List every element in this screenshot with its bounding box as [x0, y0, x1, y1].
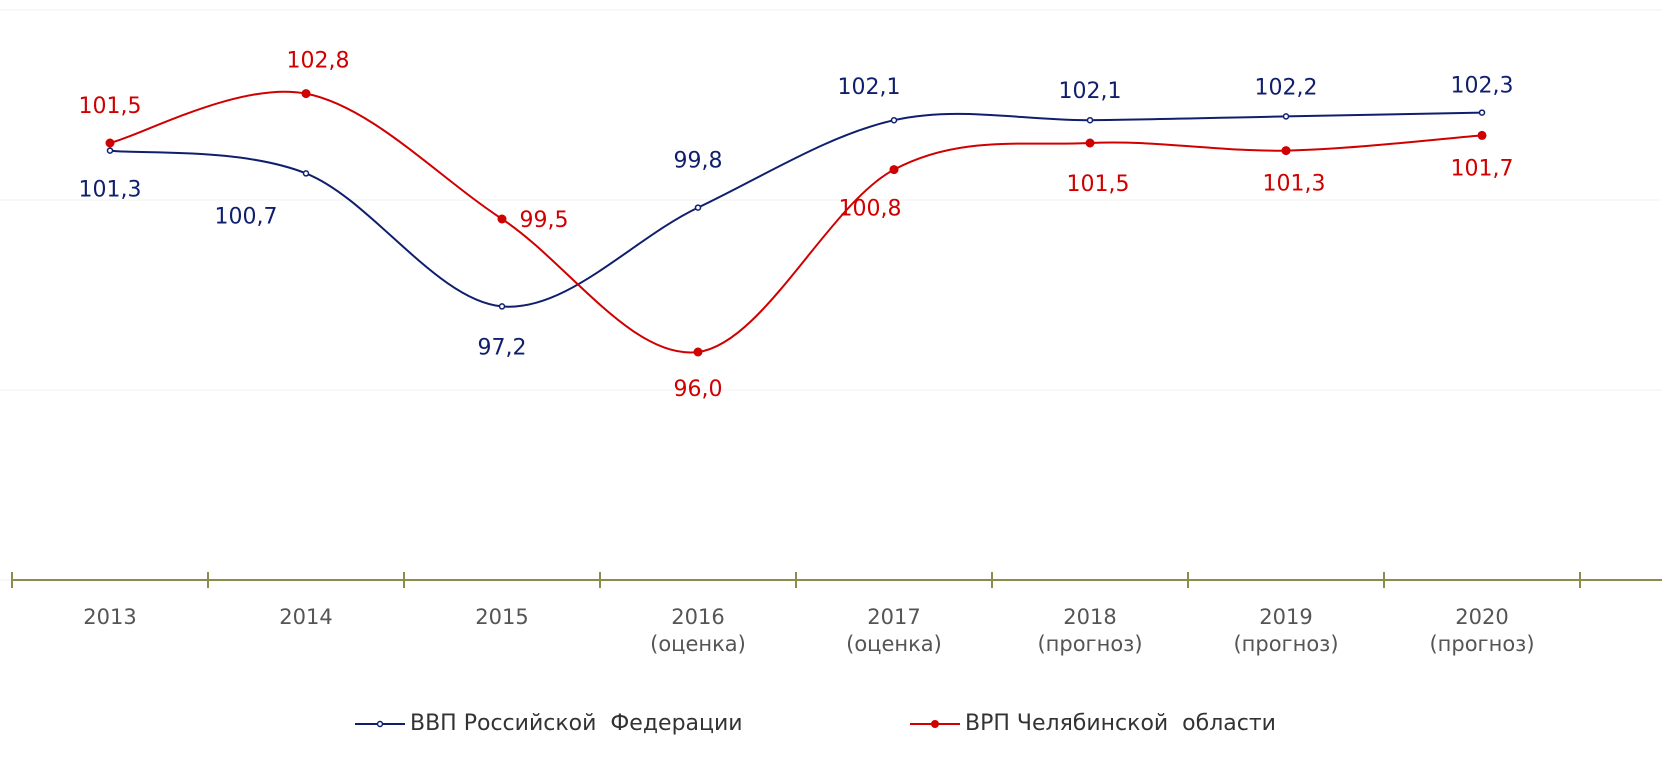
point — [302, 170, 310, 177]
data-label: 100,7 — [215, 204, 278, 229]
data-label: 102,1 — [1059, 79, 1122, 104]
point — [106, 147, 114, 154]
legend-marker — [376, 720, 384, 728]
data-label: 101,3 — [79, 178, 142, 203]
data-label: 101,5 — [1067, 172, 1130, 197]
data-label: 101,7 — [1451, 156, 1514, 181]
data-label: 102,3 — [1451, 74, 1514, 99]
point — [1282, 113, 1290, 120]
point — [889, 165, 899, 175]
data-label: 102,2 — [1255, 75, 1318, 100]
x-tick-label: 2014 — [279, 605, 333, 629]
point — [1281, 146, 1291, 156]
point — [1086, 116, 1094, 124]
point — [301, 89, 311, 99]
x-tick-label: 2016 (оценка) — [650, 605, 746, 656]
point — [1478, 109, 1486, 116]
point — [1477, 130, 1487, 140]
x-tick-label: 2020 (прогноз) — [1429, 605, 1535, 656]
point — [1085, 138, 1095, 148]
legend-marker — [931, 720, 939, 728]
point — [497, 214, 507, 224]
series-line — [109, 90, 1483, 354]
series-line — [109, 111, 1483, 308]
data-label: 96,0 — [674, 377, 723, 402]
data-label: 97,2 — [478, 335, 527, 360]
data-label: 99,8 — [674, 149, 723, 174]
x-tick-label: 2019 (прогноз) — [1233, 605, 1339, 656]
legend-label: ВРП Челябинской области — [965, 711, 1276, 736]
x-tick-label: 2015 — [475, 605, 529, 629]
data-label: 101,5 — [79, 94, 142, 119]
data-label: 101,3 — [1263, 172, 1326, 197]
point — [890, 116, 898, 124]
x-tick-label: 2017 (оценка) — [846, 605, 942, 656]
point — [693, 347, 703, 357]
point — [105, 138, 115, 148]
x-tick-label: 2013 — [83, 605, 137, 629]
data-label: 99,5 — [520, 208, 569, 233]
data-label: 102,8 — [287, 49, 350, 74]
point — [694, 204, 702, 211]
legend-label: ВВП Российской Федерации — [410, 711, 743, 736]
point — [498, 303, 506, 310]
data-label: 100,8 — [839, 197, 902, 222]
x-tick-label: 2018 (прогноз) — [1037, 605, 1143, 656]
data-label: 102,1 — [838, 75, 901, 100]
